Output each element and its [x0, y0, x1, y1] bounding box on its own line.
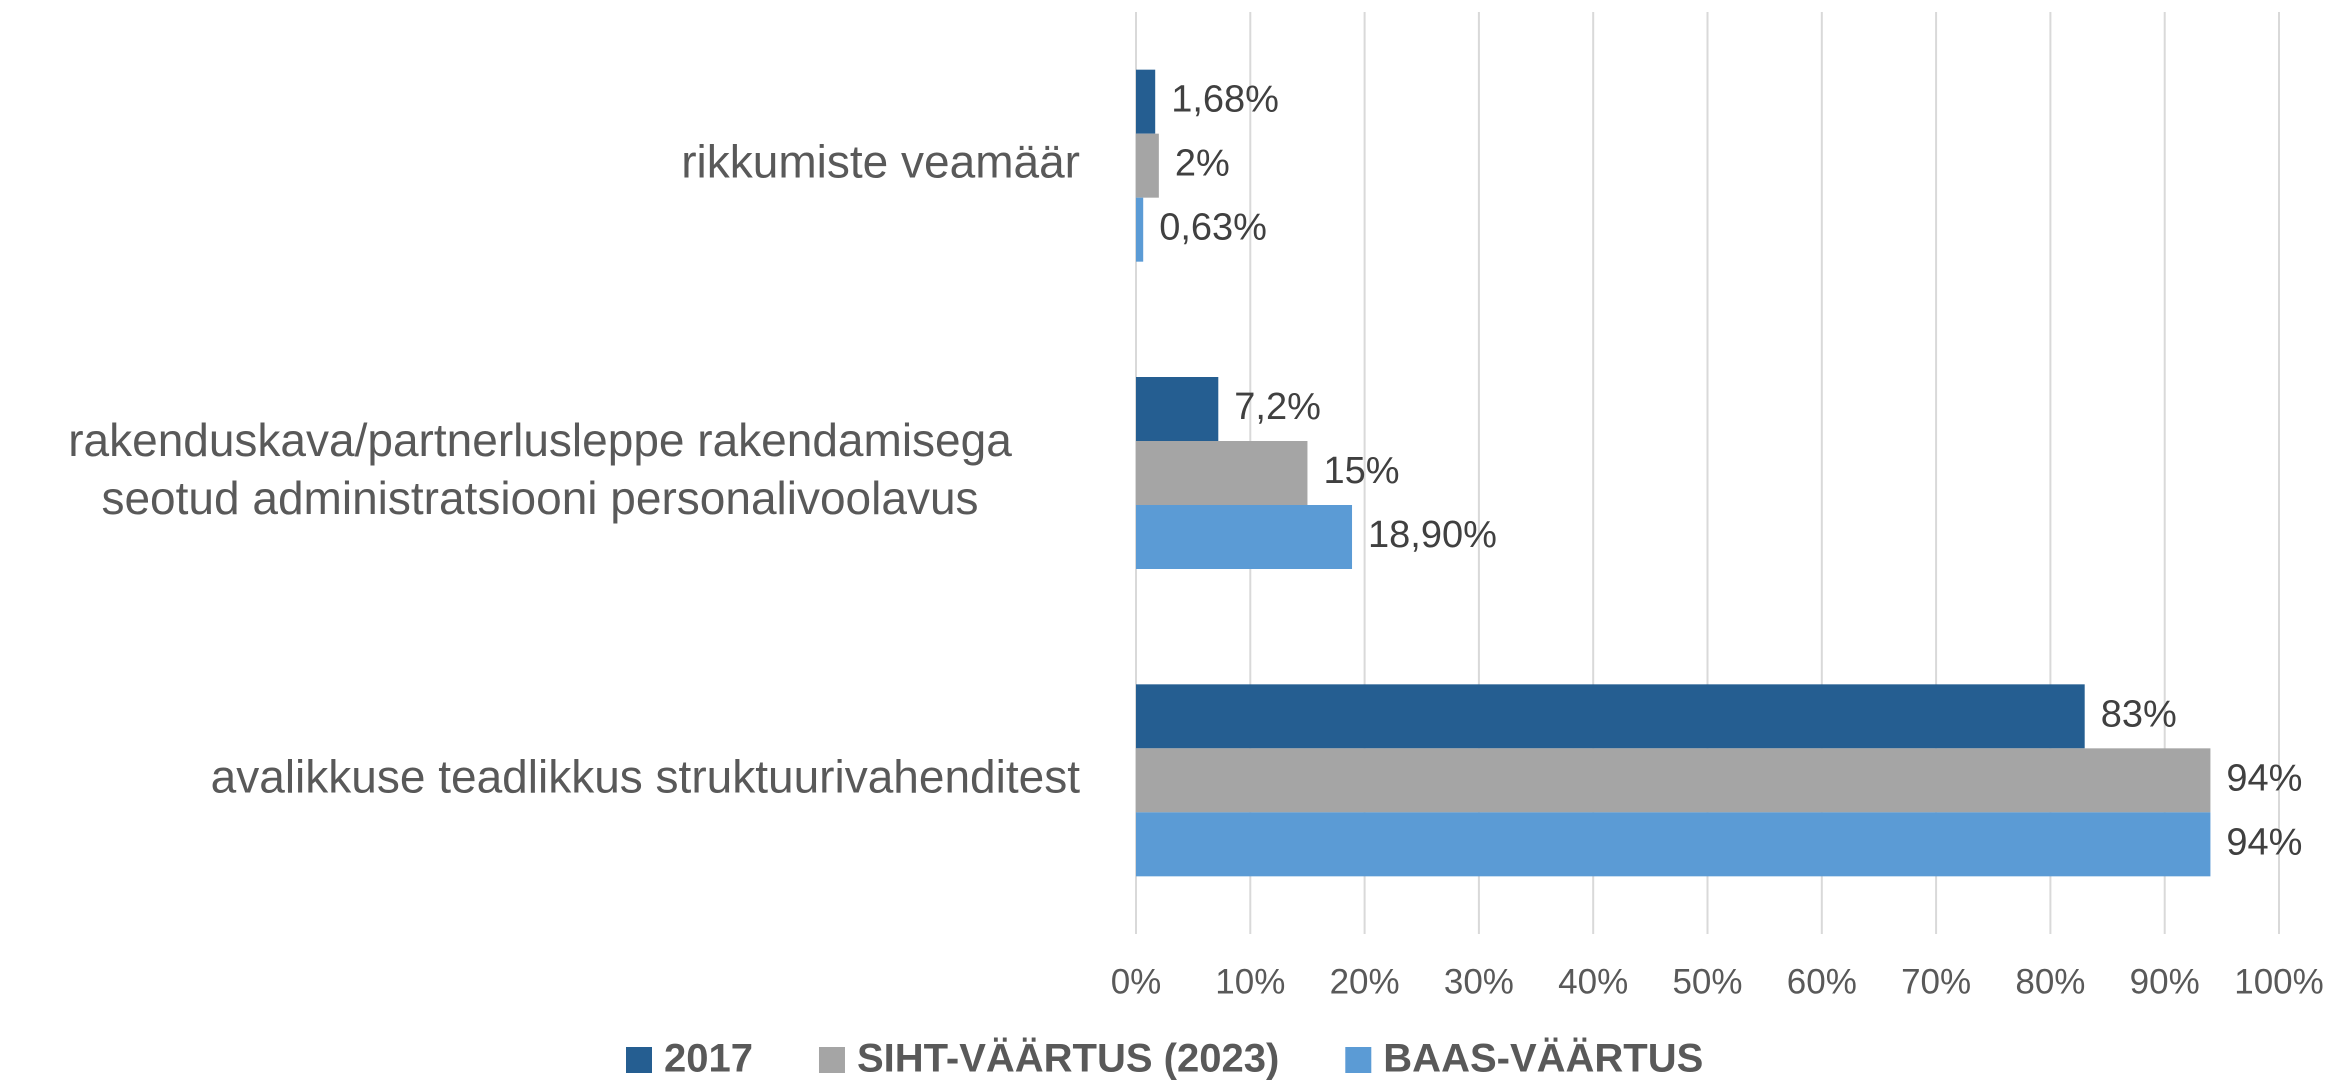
- legend-label: SIHT-VÄÄRTUS (2023): [857, 1037, 1279, 1081]
- x-tick-label: 50%: [1672, 962, 1742, 1001]
- data-label: 0,63%: [1159, 207, 1267, 249]
- x-tick-label: 90%: [2130, 962, 2200, 1001]
- x-tick-label: 100%: [2234, 962, 2324, 1001]
- y-tick-label: rikkumiste veamäär: [681, 136, 1080, 188]
- x-tick-label: 30%: [1444, 962, 1514, 1001]
- bar: [1136, 505, 1353, 569]
- x-tick-label: 80%: [2015, 962, 2085, 1001]
- x-tick-label: 70%: [1901, 962, 1971, 1001]
- data-label: 2%: [1175, 143, 1230, 185]
- data-label: 1,68%: [1171, 79, 1279, 121]
- data-label: 94%: [2226, 757, 2302, 799]
- x-tick-label: 60%: [1787, 962, 1857, 1001]
- x-tick-label: 10%: [1215, 962, 1285, 1001]
- bar: [1136, 133, 1159, 198]
- legend-swatch: [626, 1047, 652, 1073]
- y-tick-label: avalikkuse teadlikkus struktuurivahendit…: [211, 750, 1081, 802]
- bar: [1136, 812, 2211, 877]
- data-label: 94%: [2226, 821, 2302, 863]
- legend-label: 2017: [664, 1037, 753, 1081]
- bar: [1136, 69, 1156, 134]
- data-label: 18,90%: [1368, 514, 1497, 556]
- data-label: 7,2%: [1234, 386, 1321, 428]
- bar: [1136, 684, 2085, 749]
- data-label: 83%: [2101, 693, 2177, 735]
- legend-label: BAAS-VÄÄRTUS: [1383, 1037, 1703, 1081]
- x-tick-label: 20%: [1330, 962, 1400, 1001]
- x-tick-label: 0%: [1111, 962, 1162, 1001]
- y-tick-label: rakenduskava/partnerlusleppe rakendamise…: [68, 414, 1012, 524]
- bar: [1136, 377, 1219, 441]
- bar: [1136, 197, 1144, 262]
- x-tick-label: 40%: [1558, 962, 1628, 1001]
- legend-swatch: [1345, 1047, 1372, 1073]
- data-label: 15%: [1323, 450, 1399, 492]
- legend-swatch: [818, 1047, 845, 1073]
- bar: [1136, 441, 1308, 505]
- bar: [1136, 748, 2211, 813]
